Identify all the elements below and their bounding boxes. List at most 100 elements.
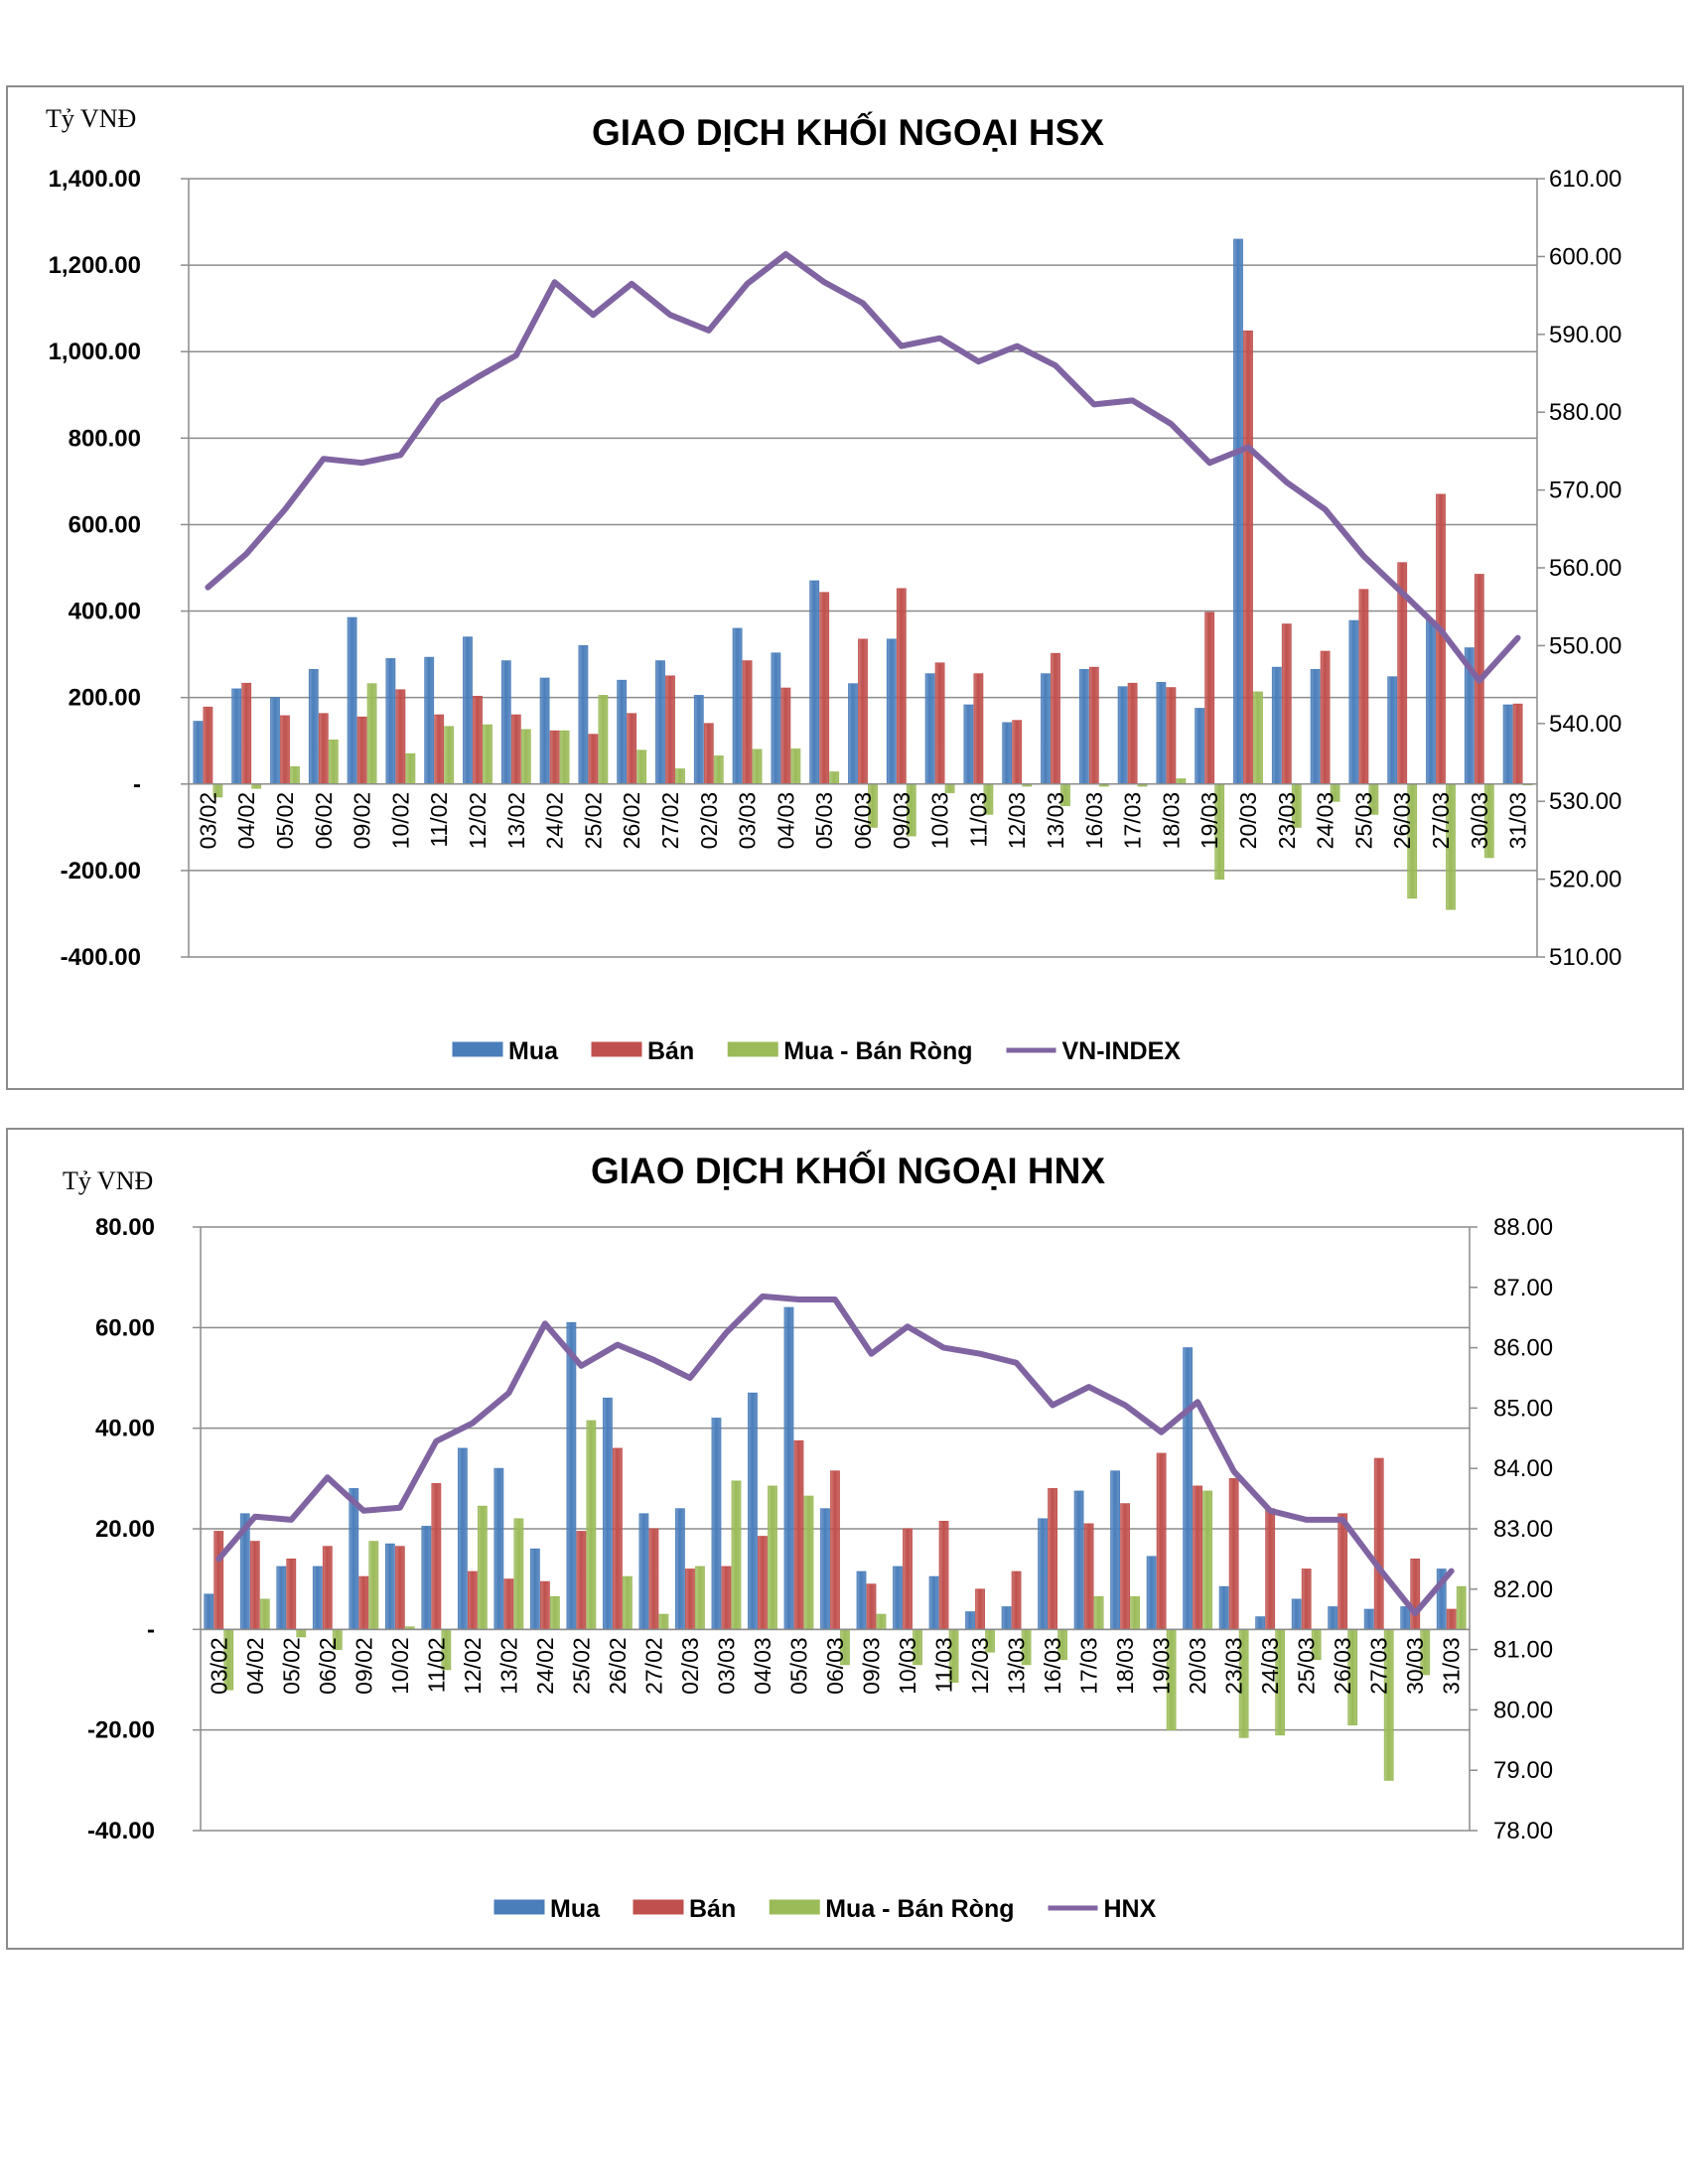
x-tick-label: 05/02 [278, 1637, 304, 1695]
x-tick-label: 20/03 [1185, 1637, 1210, 1695]
y-tick-label: 600.00 [69, 511, 141, 538]
bar-Mua - Bán Ròng [549, 1595, 560, 1630]
bar-Mua [529, 1548, 540, 1630]
bar-Mua [693, 695, 704, 785]
bar-Mua [711, 1418, 722, 1630]
legend-swatch [591, 1041, 642, 1057]
bar-Bán [903, 1528, 913, 1630]
bar-Mua - Bán Ròng [752, 749, 763, 785]
legend-swatch [493, 1899, 545, 1915]
bar-Bán [431, 1482, 442, 1630]
x-tick-label: 18/03 [1158, 792, 1184, 850]
x-tick-label: 20/03 [1235, 792, 1261, 850]
bar-Bán [1127, 682, 1138, 785]
y2-tick-label: 87.00 [1493, 1275, 1553, 1301]
y2-tick-label: 590.00 [1549, 322, 1621, 348]
bar-Bán [973, 673, 984, 785]
bar-Mua - Bán Ròng [803, 1495, 814, 1630]
x-tick-label: 31/03 [1439, 1637, 1465, 1695]
x-tick-label: 04/02 [233, 792, 259, 850]
bar-Mua [1002, 722, 1013, 785]
bar-Mua - Bán Ròng [1176, 778, 1187, 785]
bar-Mua [500, 660, 511, 785]
x-tick-label: 04/02 [242, 1637, 268, 1695]
bar-Mua [1233, 238, 1243, 785]
x-tick-label: 13/02 [495, 1637, 521, 1695]
bar-Bán [1512, 703, 1523, 785]
bar-Mua - Bán Ròng [658, 1613, 669, 1630]
bar-Mua [276, 1566, 287, 1630]
x-tick-label: 04/03 [773, 792, 798, 850]
x-tick-label: 11/03 [965, 792, 991, 848]
bar-Bán [613, 1447, 623, 1630]
y2-tick-label: 600.00 [1549, 243, 1621, 270]
bar-Bán [866, 1583, 877, 1630]
bar-Mua [1183, 1347, 1194, 1630]
bar-Mua [783, 1306, 794, 1630]
legend-label: HNX [1104, 1895, 1157, 1923]
bar-Bán [1301, 1569, 1312, 1630]
bar-Mua [424, 656, 435, 785]
bar-Bán [703, 723, 714, 785]
bar-Bán [1156, 1452, 1167, 1630]
bar-Bán [1083, 1523, 1094, 1630]
x-tick-label: 09/02 [350, 792, 375, 850]
x-tick-label: 26/03 [1389, 792, 1415, 850]
x-tick-label: 06/02 [315, 1637, 341, 1695]
bar-Mua [204, 1593, 214, 1630]
x-tick-label: 31/03 [1505, 792, 1531, 850]
bar-Mua [231, 688, 242, 785]
x-tick-label: 12/02 [465, 792, 491, 850]
bar-Bán [1204, 612, 1215, 785]
x-tick-label: 03/03 [713, 1637, 739, 1695]
x-tick-label: 27/03 [1366, 1637, 1392, 1695]
bar-Mua [603, 1397, 613, 1630]
x-tick-label: 05/03 [811, 792, 837, 850]
x-tick-label: 10/03 [895, 1637, 920, 1695]
y-tick-label: - [133, 771, 141, 798]
bar-Mua [1073, 1490, 1084, 1630]
bar-Mua [493, 1467, 504, 1630]
bar-Mua [1110, 1470, 1121, 1630]
legend-label: Mua [508, 1037, 559, 1065]
bar-Mua - Bán Ròng [405, 752, 416, 785]
bar-Bán [1281, 623, 1292, 785]
bar-Mua [848, 683, 858, 785]
bar-Mua [809, 580, 820, 785]
y2-tick-label: 540.00 [1549, 711, 1621, 738]
x-tick-label: 26/02 [619, 792, 644, 850]
bar-Bán [975, 1588, 985, 1630]
y2-tick-label: 580.00 [1549, 399, 1621, 426]
bar-Bán [793, 1439, 804, 1630]
bar-Mua [193, 721, 204, 785]
x-tick-label: 06/02 [311, 792, 337, 850]
x-tick-label: 24/03 [1313, 792, 1338, 850]
y-tick-label: 20.00 [95, 1516, 155, 1543]
y2-tick-label: 78.00 [1493, 1818, 1553, 1844]
x-tick-label: 26/03 [1330, 1637, 1355, 1695]
bar-Mua - Bán Ròng [598, 695, 609, 785]
bar-Mua [1502, 704, 1513, 785]
bar-Bán [1373, 1457, 1384, 1630]
bar-Mua [385, 658, 396, 785]
legend: Mua Bán Mua - Bán Ròng VN-INDEX [452, 1037, 1181, 1065]
x-tick-label: 25/03 [1294, 1637, 1320, 1695]
bar-Bán [1012, 720, 1023, 785]
bar-Mua [1310, 668, 1321, 785]
bar-Mua [463, 636, 473, 785]
bar-Mua [1038, 1518, 1048, 1630]
bar-Bán [1337, 1513, 1348, 1630]
bar-Bán [286, 1558, 297, 1630]
bar-Bán [503, 1578, 514, 1630]
x-tick-label: 03/02 [195, 792, 220, 850]
x-tick-label: 27/03 [1428, 792, 1454, 850]
y2-tick-label: 610.00 [1549, 166, 1621, 193]
x-tick-label: 30/03 [1402, 1637, 1428, 1695]
bar-Mua - Bán Ròng [477, 1505, 488, 1630]
y2-tick-label: 85.00 [1493, 1395, 1553, 1422]
bar-Bán [280, 715, 290, 785]
y2-tick-label: 82.00 [1493, 1576, 1553, 1603]
bar-Mua [820, 1508, 830, 1630]
bar-Mua - Bán Ròng [1202, 1490, 1213, 1630]
bar-Mua - Bán Ròng [695, 1566, 705, 1630]
